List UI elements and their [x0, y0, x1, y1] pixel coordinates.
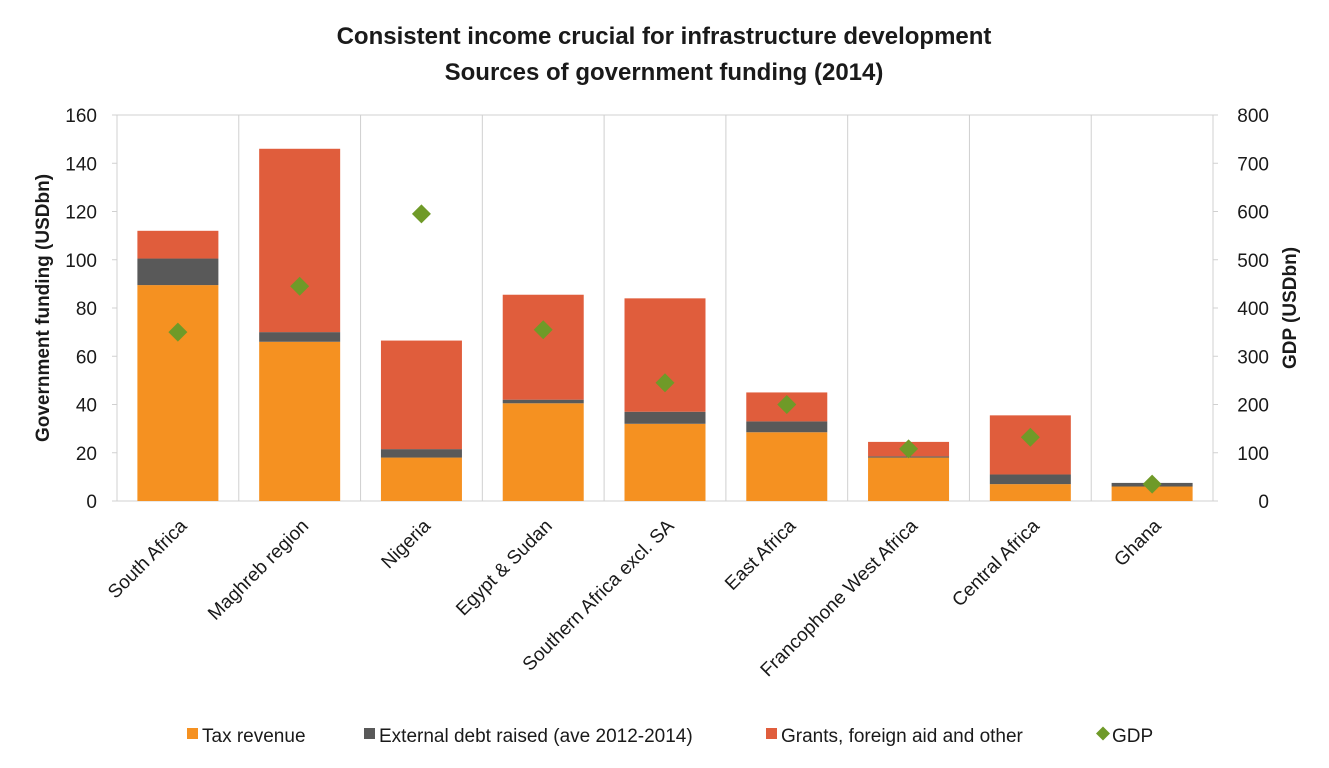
gdp-marker — [1142, 474, 1162, 494]
bar-segment-0 — [380, 457, 462, 501]
bar-segment-2 — [137, 230, 219, 259]
y-tick-label: 100 — [65, 251, 97, 272]
y2-tick-label: 700 — [1237, 154, 1269, 175]
bar-segment-0 — [259, 341, 341, 501]
legend: Tax revenue External debt raised (ave 201… — [187, 726, 1153, 747]
y2-tick-label: 800 — [1237, 106, 1269, 127]
bar-segment-0 — [502, 403, 584, 501]
bar-segment-0 — [868, 457, 950, 501]
y2-tick-label: 500 — [1237, 251, 1269, 272]
bar-segment-2 — [259, 148, 341, 333]
bar-segment-0 — [746, 432, 828, 501]
bar-segment-0 — [137, 285, 219, 501]
bar-segment-2 — [502, 294, 584, 400]
gdp-marker — [1020, 427, 1040, 447]
category-label: Nigeria — [378, 515, 436, 573]
gdp-marker — [899, 439, 919, 459]
bar-segment-1 — [502, 399, 584, 404]
gdp-marker — [777, 395, 797, 414]
bar-segment-1 — [746, 421, 828, 433]
category-label: East Africa — [721, 515, 800, 594]
bar-segment-1 — [624, 411, 706, 424]
bar-segment-0 — [624, 423, 706, 501]
y2-tick-label: 100 — [1237, 444, 1269, 465]
legend-swatch — [364, 728, 375, 739]
legend-swatch — [766, 728, 777, 739]
y2-tick-label: 400 — [1237, 299, 1269, 320]
category-label: Egypt & Sudan — [452, 516, 556, 620]
legend-label: External debt raised (ave 2012-2014) — [379, 726, 693, 747]
legend-label: Tax revenue — [202, 726, 306, 747]
y-tick-label: 120 — [65, 203, 97, 224]
y2-tick-label: 0 — [1258, 492, 1269, 513]
y-tick-label: 60 — [76, 347, 97, 368]
chart-title: Consistent income crucial for infrastruc… — [337, 23, 992, 50]
bar-segment-0 — [1111, 486, 1193, 501]
category-label: Central Africa — [948, 515, 1044, 611]
legend-label: Grants, foreign aid and other — [781, 726, 1024, 747]
gdp-marker — [290, 276, 310, 296]
y-tick-label: 20 — [76, 444, 97, 465]
y-tick-label: 0 — [86, 492, 97, 513]
category-label: Maghreb region — [204, 516, 313, 625]
y-tick-label: 80 — [76, 299, 97, 320]
y2-axis-title: GDP (USDbn) — [1280, 247, 1301, 369]
legend-swatch — [187, 728, 198, 739]
chart-subtitle: Sources of government funding (2014) — [445, 59, 884, 86]
bar-segment-2 — [380, 340, 462, 450]
y2-tick-label: 300 — [1237, 347, 1269, 368]
legend-label: GDP — [1112, 726, 1153, 747]
bar-segment-1 — [989, 474, 1071, 485]
y-tick-label: 40 — [76, 396, 97, 417]
y-axis-title: Government funding (USDbn) — [33, 174, 54, 442]
category-label: South Africa — [104, 515, 192, 603]
y-tick-label: 160 — [65, 106, 97, 127]
gdp-marker — [655, 373, 675, 393]
y-tick-label: 140 — [65, 154, 97, 175]
y2-tick-label: 200 — [1237, 396, 1269, 417]
gdp-marker — [533, 320, 553, 340]
bar-segment-1 — [259, 332, 341, 342]
plot-area: 0 20 40 60 80 100 120 140 160 0 100 200 300 400 500 600… — [65, 106, 1269, 681]
bar-segment-1 — [380, 449, 462, 458]
bar-segment-1 — [137, 258, 219, 286]
gdp-marker — [168, 322, 188, 342]
bar-segment-0 — [989, 484, 1071, 501]
legend-swatch — [1096, 726, 1110, 741]
category-label: Ghana — [1110, 515, 1165, 570]
gdp-marker — [411, 204, 431, 224]
y2-tick-label: 600 — [1237, 203, 1269, 224]
bar-segment-2 — [624, 298, 706, 412]
